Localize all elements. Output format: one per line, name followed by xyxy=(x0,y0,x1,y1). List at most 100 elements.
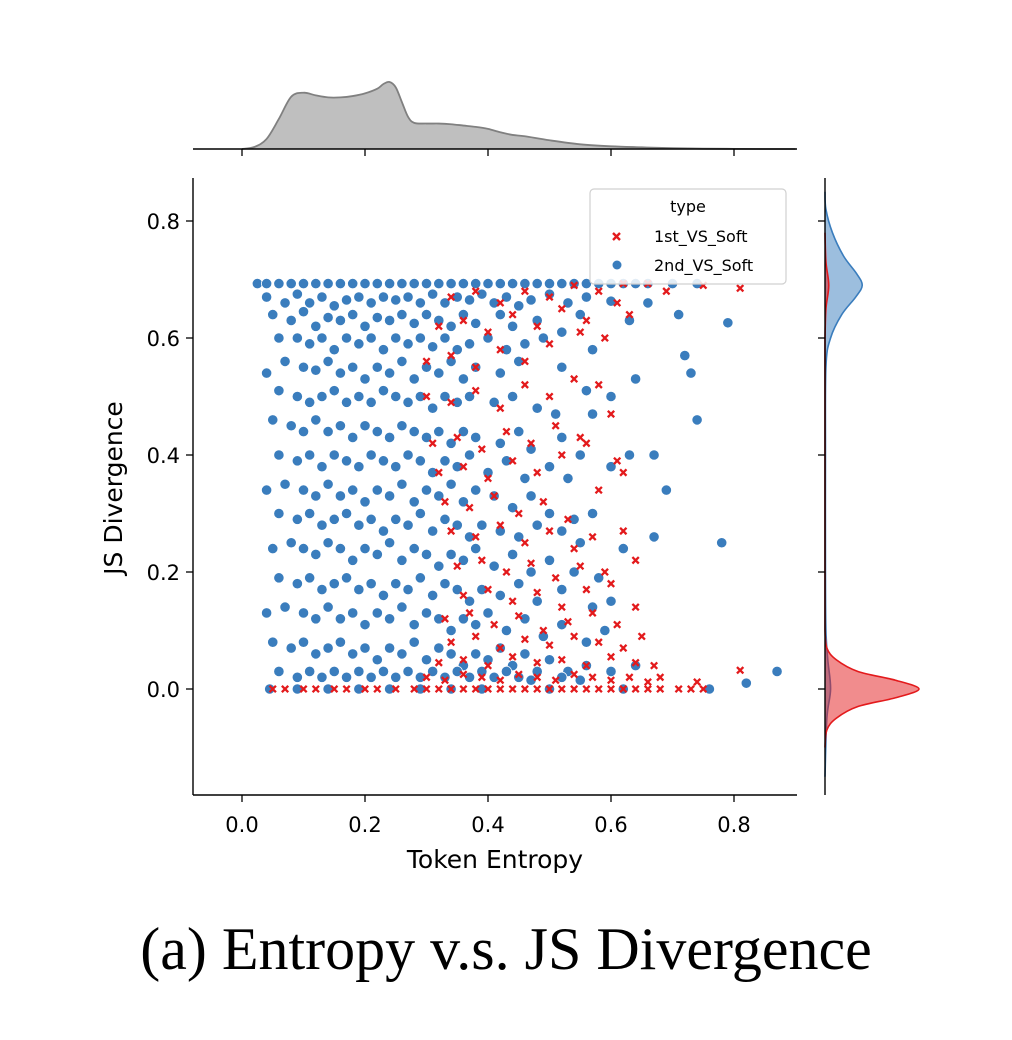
point-2nd-vs-soft xyxy=(451,583,463,596)
point-1st-vs-soft xyxy=(496,644,505,653)
point-1st-vs-soft xyxy=(545,527,554,536)
point-2nd-vs-soft xyxy=(304,338,316,350)
point-2nd-vs-soft xyxy=(574,308,586,321)
right-kde-fill-red xyxy=(825,630,919,748)
point-2nd-vs-soft xyxy=(408,619,420,631)
point-2nd-vs-soft xyxy=(414,507,426,520)
point-2nd-vs-soft xyxy=(347,554,359,566)
point-2nd-vs-soft xyxy=(470,619,482,631)
point-2nd-vs-soft xyxy=(494,308,506,321)
point-2nd-vs-soft xyxy=(377,344,390,356)
point-1st-vs-soft xyxy=(440,497,449,506)
point-2nd-vs-soft xyxy=(371,548,383,561)
point-1st-vs-soft xyxy=(613,298,622,307)
point-2nd-vs-soft xyxy=(297,607,310,619)
point-1st-vs-soft xyxy=(471,632,480,641)
point-1st-vs-soft xyxy=(570,281,579,290)
point-2nd-vs-soft xyxy=(353,519,365,531)
point-1st-vs-soft xyxy=(471,386,480,395)
point-2nd-vs-soft xyxy=(390,671,402,683)
point-1st-vs-soft xyxy=(483,684,493,694)
point-2nd-vs-soft xyxy=(365,297,377,309)
point-2nd-vs-soft xyxy=(390,294,402,306)
point-1st-vs-soft xyxy=(545,684,554,694)
point-2nd-vs-soft xyxy=(279,478,291,490)
point-1st-vs-soft xyxy=(483,661,493,670)
point-1st-vs-soft xyxy=(557,655,566,664)
point-2nd-vs-soft xyxy=(310,320,322,332)
point-1st-vs-soft xyxy=(508,456,517,465)
point-2nd-vs-soft xyxy=(359,496,371,508)
point-2nd-vs-soft xyxy=(359,277,371,290)
point-2nd-vs-soft xyxy=(310,277,322,290)
point-2nd-vs-soft xyxy=(408,542,420,555)
point-2nd-vs-soft xyxy=(353,583,365,596)
point-2nd-vs-soft xyxy=(291,288,303,300)
point-2nd-vs-soft xyxy=(519,613,531,625)
point-1st-vs-soft xyxy=(533,684,542,694)
point-1st-vs-soft xyxy=(594,287,603,296)
point-2nd-vs-soft xyxy=(334,277,346,290)
point-1st-vs-soft xyxy=(465,608,474,617)
point-2nd-vs-soft xyxy=(543,461,556,473)
point-2nd-vs-soft xyxy=(334,367,346,379)
point-2nd-vs-soft xyxy=(463,595,476,607)
point-2nd-vs-soft xyxy=(463,449,476,461)
point-2nd-vs-soft xyxy=(433,277,445,290)
point-2nd-vs-soft xyxy=(519,338,531,350)
point-1st-vs-soft xyxy=(570,632,579,641)
point-2nd-vs-soft xyxy=(359,619,371,631)
point-2nd-vs-soft xyxy=(629,373,642,385)
point-2nd-vs-soft xyxy=(396,420,408,432)
point-2nd-vs-soft xyxy=(451,344,463,356)
point-2nd-vs-soft xyxy=(347,484,359,496)
point-2nd-vs-soft xyxy=(506,548,519,561)
point-2nd-vs-soft xyxy=(457,425,469,438)
point-2nd-vs-soft xyxy=(322,355,334,367)
point-2nd-vs-soft xyxy=(408,277,420,290)
point-2nd-vs-soft xyxy=(586,344,599,356)
point-2nd-vs-soft xyxy=(525,674,537,686)
x-tick-label: 0.2 xyxy=(348,813,381,837)
point-1st-vs-soft xyxy=(508,652,517,661)
point-2nd-vs-soft xyxy=(420,607,433,619)
point-2nd-vs-soft xyxy=(451,665,463,678)
point-2nd-vs-soft xyxy=(316,519,328,531)
point-2nd-vs-soft xyxy=(371,607,383,619)
point-1st-vs-soft xyxy=(496,676,505,685)
point-1st-vs-soft xyxy=(496,521,505,530)
point-1st-vs-soft xyxy=(447,351,456,360)
point-1st-vs-soft xyxy=(557,304,566,313)
point-2nd-vs-soft xyxy=(328,513,340,525)
point-1st-vs-soft xyxy=(483,328,493,337)
point-1st-vs-soft xyxy=(699,684,708,694)
point-2nd-vs-soft xyxy=(316,461,328,473)
point-2nd-vs-soft xyxy=(328,385,340,397)
point-2nd-vs-soft xyxy=(310,613,322,625)
point-1st-vs-soft xyxy=(453,433,462,442)
point-2nd-vs-soft xyxy=(371,484,383,496)
point-2nd-vs-soft xyxy=(304,297,316,309)
point-2nd-vs-soft xyxy=(340,332,353,344)
point-1st-vs-soft xyxy=(545,641,554,650)
point-2nd-vs-soft xyxy=(556,326,568,338)
point-2nd-vs-soft xyxy=(433,490,445,502)
point-1st-vs-soft xyxy=(299,684,308,694)
right-kde-line-red xyxy=(824,630,920,748)
point-2nd-vs-soft xyxy=(304,665,316,678)
point-1st-vs-soft xyxy=(520,684,529,694)
point-1st-vs-soft xyxy=(533,673,542,682)
point-2nd-vs-soft xyxy=(580,636,593,648)
y-tick-label: 0.4 xyxy=(147,444,180,468)
point-2nd-vs-soft xyxy=(365,513,377,525)
point-1st-vs-soft xyxy=(563,515,572,524)
point-2nd-vs-soft xyxy=(629,659,642,672)
point-2nd-vs-soft xyxy=(433,367,445,379)
point-1st-vs-soft xyxy=(557,450,566,460)
point-1st-vs-soft xyxy=(551,573,560,582)
point-2nd-vs-soft xyxy=(390,332,402,344)
point-1st-vs-soft xyxy=(483,585,493,594)
point-2nd-vs-soft xyxy=(347,607,359,619)
point-2nd-vs-soft xyxy=(617,542,629,555)
point-1st-vs-soft xyxy=(625,673,634,682)
